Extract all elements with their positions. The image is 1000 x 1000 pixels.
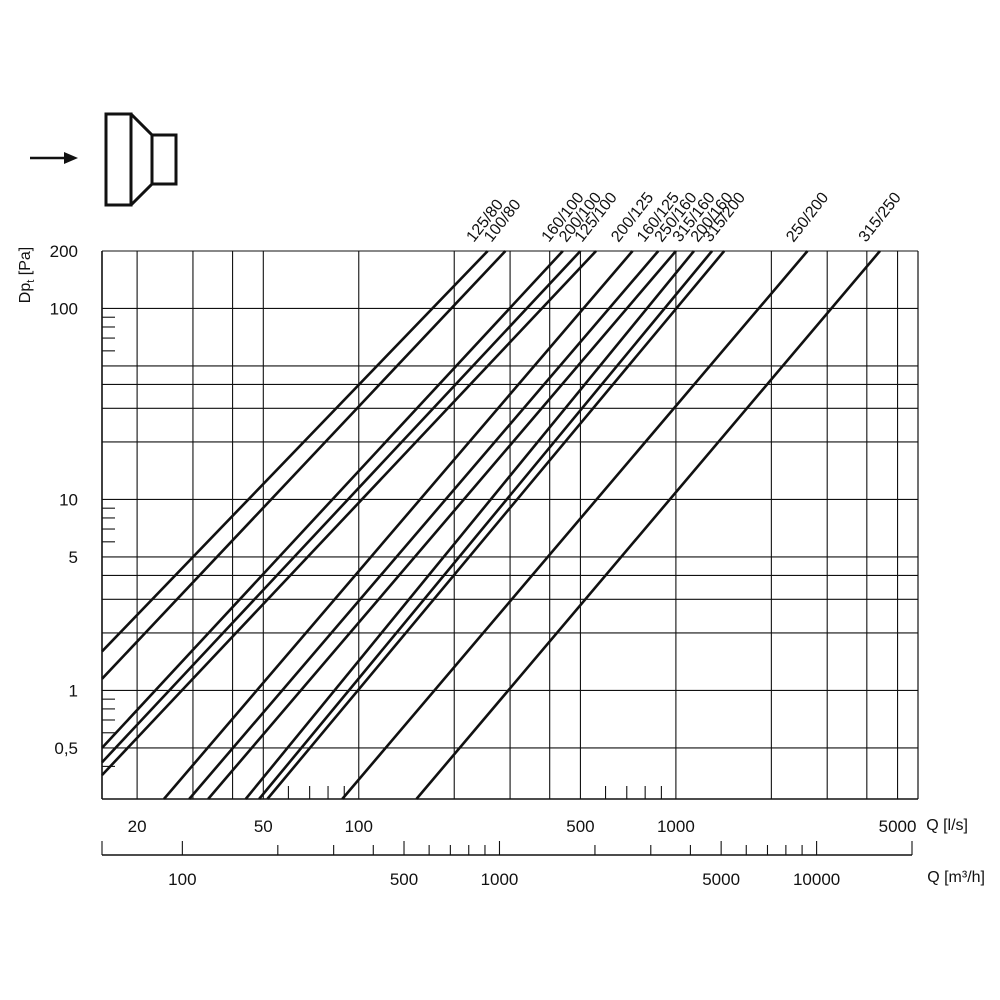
series-line bbox=[258, 250, 714, 800]
y-axis-title-unit: [Pa] bbox=[17, 247, 34, 280]
x-tick-label: 1000 bbox=[657, 817, 695, 836]
series-line bbox=[244, 250, 695, 800]
x2-axis-title: Q [m³/h] bbox=[927, 869, 985, 886]
y-tick-label: 100 bbox=[50, 299, 78, 318]
series-line bbox=[162, 250, 634, 800]
series-layer bbox=[101, 250, 881, 800]
x2-tick-label: 10000 bbox=[793, 870, 840, 889]
x-axis-title: Q [l/s] bbox=[926, 817, 968, 834]
series-line bbox=[101, 250, 564, 749]
series-line bbox=[101, 250, 507, 680]
y-tick-label: 10 bbox=[59, 490, 78, 509]
y-tick-label: 0,5 bbox=[54, 739, 78, 758]
x-tick-label: 50 bbox=[254, 817, 273, 836]
series-line bbox=[207, 250, 677, 800]
series-line bbox=[188, 250, 660, 800]
x2-tick-label: 500 bbox=[390, 870, 418, 889]
y-axis-title-sub: t bbox=[25, 280, 37, 283]
reducer-diagram bbox=[30, 112, 178, 207]
x2-tick-label: 100 bbox=[168, 870, 196, 889]
series-line bbox=[415, 250, 881, 800]
y-axis-title: Dpt [Pa] bbox=[17, 247, 37, 303]
y-tick-label: 1 bbox=[69, 681, 78, 700]
series-line bbox=[101, 250, 582, 764]
ticks-layer bbox=[101, 316, 913, 856]
y-axis-title-main: Dp bbox=[17, 283, 34, 304]
x-tick-label: 500 bbox=[566, 817, 594, 836]
series-line bbox=[341, 250, 809, 800]
series-line bbox=[101, 250, 597, 777]
series-label: 315/250 bbox=[856, 189, 905, 245]
series-line bbox=[266, 250, 726, 800]
x-tick-label: 20 bbox=[128, 817, 147, 836]
x-tick-label: 5000 bbox=[879, 817, 917, 836]
x2-tick-label: 5000 bbox=[702, 870, 740, 889]
grid-layer bbox=[101, 250, 919, 800]
y-tick-label: 200 bbox=[50, 242, 78, 261]
series-line bbox=[101, 250, 489, 653]
reducer-fitting-icon bbox=[104, 112, 178, 207]
flow-direction-arrow-icon bbox=[30, 152, 78, 164]
series-label: 250/200 bbox=[783, 189, 832, 245]
y-tick-label: 5 bbox=[69, 548, 78, 567]
x-tick-label: 100 bbox=[345, 817, 373, 836]
x2-tick-label: 1000 bbox=[481, 870, 519, 889]
